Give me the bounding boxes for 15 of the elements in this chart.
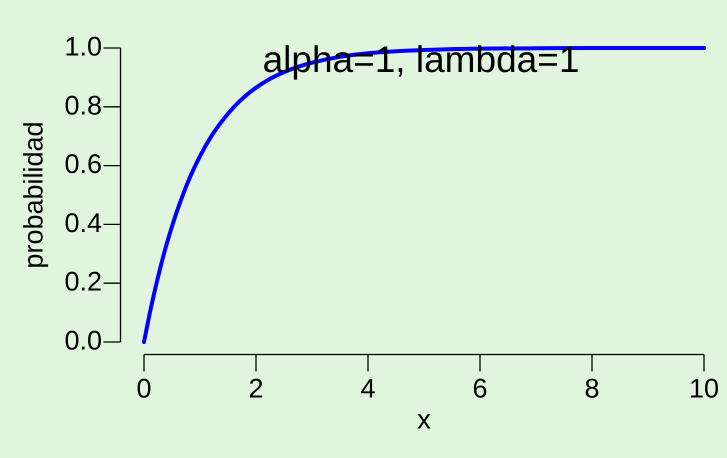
y-tick-label: 0.6	[64, 149, 102, 180]
y-axis-title: probabilidad	[18, 121, 49, 269]
y-tick-label: 1.0	[64, 31, 102, 62]
x-tick-label: 8	[584, 374, 600, 404]
y-tick-label: 0.8	[64, 90, 102, 120]
line-series	[142, 46, 706, 344]
x-tick-label: 2	[248, 374, 264, 404]
x-axis-title: x	[417, 404, 432, 434]
y-tick-label: 0.4	[64, 208, 102, 238]
y-tick-label: 0.2	[64, 266, 102, 297]
x-tick-label: 4	[360, 374, 376, 404]
x-tick-label: 0	[136, 374, 152, 404]
x-tick-label: 6	[472, 374, 488, 404]
y-tick-label: 0.0	[64, 325, 102, 356]
x-tick-label: 10	[688, 374, 720, 404]
